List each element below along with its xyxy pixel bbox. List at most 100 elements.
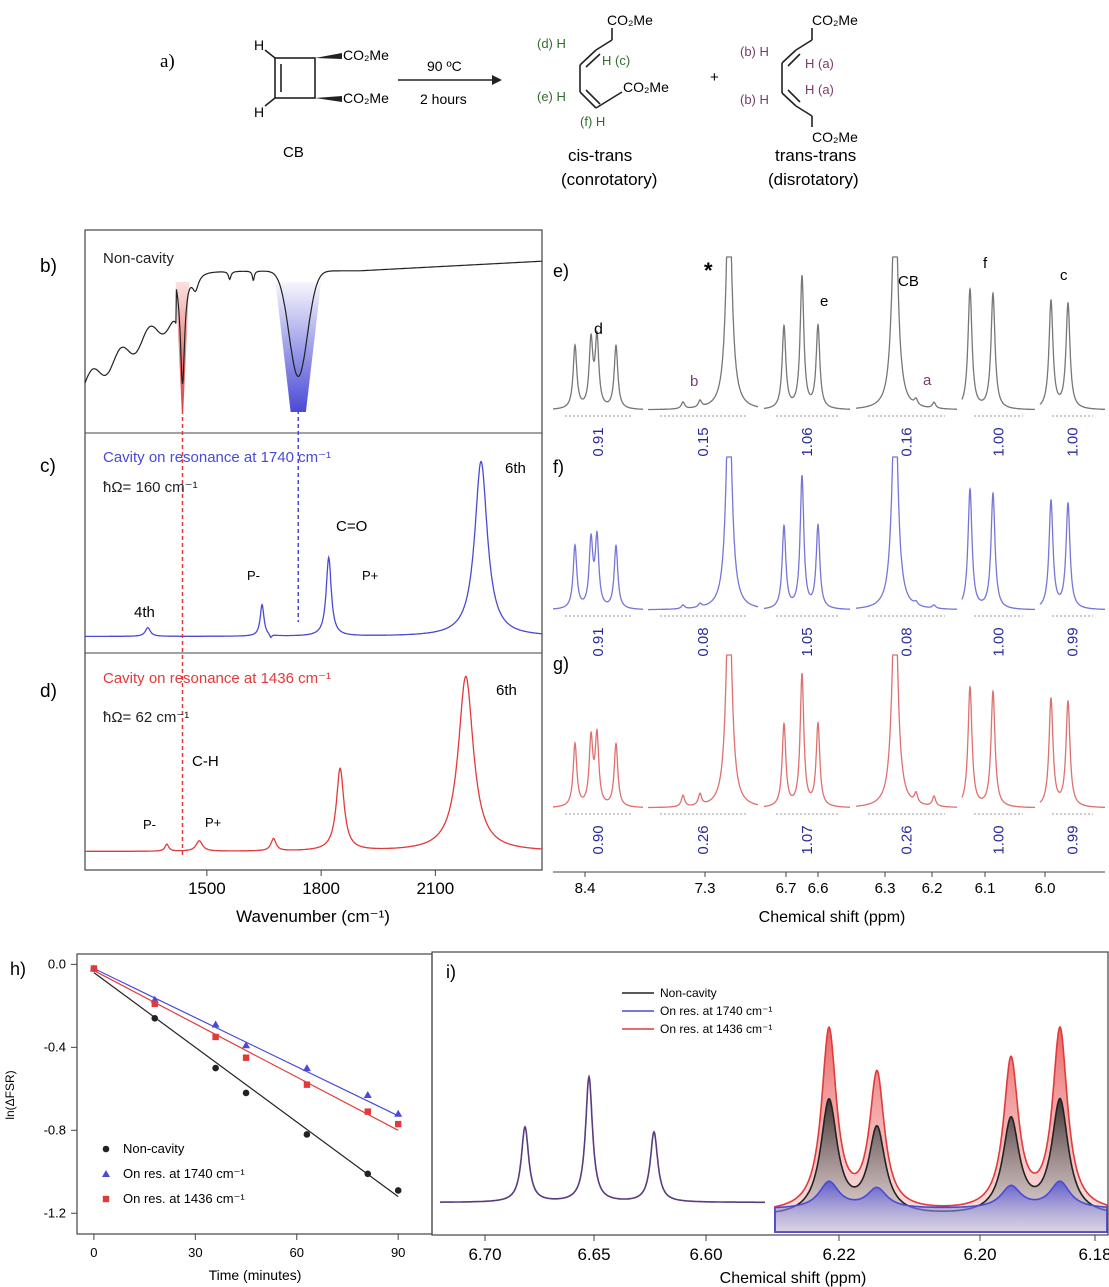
cb-ester-bottom: CO₂Me (343, 90, 389, 106)
zoom-xtick-label: 6.60 (689, 1245, 722, 1264)
nmr-panel-label-g: g) (553, 654, 569, 674)
kinetics-point-blue (242, 1041, 251, 1049)
nmr-spectrum-segment (856, 456, 958, 610)
ct-ester-right: CO₂Me (623, 79, 669, 95)
nmr-integral-value: 0.15 (695, 427, 712, 456)
ct-ester-top: CO₂Me (607, 12, 653, 28)
kinetics-point-red (394, 1120, 402, 1128)
zoom-legend-item-2: On res. at 1740 cm⁻¹ (660, 1004, 772, 1018)
kinetics-legend: Non-cavity On res. at 1740 cm⁻¹ On res. … (123, 1141, 245, 1206)
ir-annot-co: C=O (336, 518, 367, 535)
ir-curve-noncavity (84, 260, 542, 385)
kinetics-point-black (394, 1187, 402, 1194)
nmr-xlabel: Chemical shift (ppm) (759, 909, 906, 926)
nmr-spectrum-segment (961, 287, 1035, 411)
ct-h-f: (f) H (580, 114, 605, 129)
kinetics-chart: 0 30 60 90 0.0 -0.4 -0.8 -1.2 h) Time (minutes)… (3, 953, 433, 1283)
nmr-peak-c: c (1060, 267, 1068, 284)
nmr-spectrum-segment (764, 475, 850, 610)
nmr-spectrum-segment (648, 456, 759, 611)
ct-h-e: (e) H (537, 89, 566, 104)
kinetics-xtick-label: 90 (391, 1245, 405, 1260)
scheme-panel-label: a) (160, 51, 175, 72)
kinetics-ytick-label: 0.0 (48, 956, 66, 971)
zoom-curve-left (440, 1074, 765, 1204)
nmr-spectrum-segment (856, 256, 957, 410)
reaction-arrow-head (492, 75, 502, 85)
kinetics-ytick-label: -0.8 (44, 1122, 66, 1137)
wedge-bond-top (315, 53, 342, 59)
kinetics-point-blue (394, 1109, 403, 1117)
cb-ester-top: CO₂Me (343, 47, 389, 63)
ir-xtick-label: 2100 (416, 879, 454, 898)
kinetics-legend-item-3: On res. at 1436 cm⁻¹ (123, 1191, 245, 1206)
cb-molecule (264, 49, 316, 107)
nmr-spectrum-segment (1039, 498, 1105, 610)
nmr-integral-value: 0.91 (590, 627, 607, 656)
nmr-spectrum-segment (1039, 696, 1105, 808)
kinetics-point-blue (302, 1064, 311, 1072)
nmr-spectrum-segment (648, 654, 759, 809)
kinetics-ytick-label: -0.4 (44, 1039, 66, 1054)
zoom-xtick-label: 6.65 (577, 1245, 610, 1264)
ct-h-c: H (c) (602, 53, 630, 68)
nmr-integral-value: 0.99 (1065, 825, 1082, 854)
plus-sign: + (710, 69, 719, 86)
kinetics-point-red (242, 1054, 250, 1061)
nmr-integral-value: 1.05 (799, 627, 816, 656)
nmr-integral-value: 0.26 (695, 825, 712, 854)
zoom-xtick-label: 6.20 (963, 1245, 996, 1264)
reaction-scheme: a) H H CO₂Me CO₂Me CB 90 ºC 2 hours (160, 12, 859, 189)
zoom-legend: Non-cavity On res. at 1740 cm⁻¹ On res. … (622, 986, 772, 1036)
nmr-xtick-label: 6.1 (975, 880, 996, 897)
ir-panel-label-c: c) (40, 456, 56, 477)
nmr-integral-value: 0.90 (590, 825, 607, 854)
tt-ester-bottom: CO₂Me (812, 129, 858, 145)
kinetics-ytick-label: -1.2 (44, 1205, 66, 1220)
nmr-integral-value: 0.08 (899, 627, 916, 656)
zoom-legend-item-3: On res. at 1436 cm⁻¹ (660, 1022, 772, 1036)
ir-annot-4th: 4th (134, 604, 155, 621)
nmr-peak-b: b (690, 373, 698, 390)
ir-annot-p-plus-c: P+ (362, 568, 378, 583)
conditions-time: 2 hours (420, 91, 467, 107)
kinetics-point-black (242, 1089, 250, 1097)
kinetics-legend-marker-blue (102, 1170, 110, 1177)
ir-title-d: Cavity on resonance at 1436 cm⁻¹ (103, 670, 331, 687)
zoom-chart: 6.70 6.65 6.60 6.22 6.20 6.18 i) Chemical shi… (431, 951, 1109, 1287)
kinetics-point-red (90, 965, 98, 972)
nmr-integral-value: 1.06 (799, 427, 816, 456)
nmr-xtick-label: 8.4 (575, 880, 596, 897)
ir-curve-cavity-1436 (85, 675, 543, 853)
nmr-chart: 0.91 0.15 1.06 0.16 1.00 1.00 0.91 0.08 1.05 0.08… (553, 255, 1105, 926)
ct-h-d: (d) H (537, 36, 566, 51)
nmr-xtick-label: 7.3 (695, 880, 716, 897)
tt-h-b-top: (b) H (740, 44, 769, 59)
nmr-peak-e: e (820, 293, 828, 310)
nmr-xtick-label: 6.0 (1035, 880, 1056, 897)
reactant-label: CB (283, 144, 304, 161)
kinetics-point-blue (211, 1020, 220, 1028)
zoom-xlabel: Chemical shift (ppm) (720, 1270, 867, 1287)
ir-chart: 1500 1800 2100 b) c) d) Non-cavity Cavity … (40, 229, 543, 926)
nmr-panel-label-e: e) (553, 261, 569, 281)
nmr-spectrum-segment (961, 487, 1035, 611)
tt-h-b-bottom: (b) H (740, 92, 769, 107)
kinetics-panel-label: h) (10, 959, 26, 979)
tt-ester-top: CO₂Me (812, 12, 858, 28)
kinetics-legend-marker-red (102, 1195, 110, 1203)
kinetics-point-black (364, 1170, 372, 1178)
ir-xtick-label: 1500 (188, 879, 226, 898)
zoom-xtick-label: 6.22 (822, 1245, 855, 1264)
kinetics-point-red (212, 1033, 219, 1041)
nmr-spectrum-segment (764, 275, 850, 410)
kinetics-point-red (364, 1108, 371, 1115)
nmr-peak-a: a (923, 372, 932, 389)
ir-subtitle-c: ħΩ= 160 cm⁻¹ (103, 479, 198, 496)
tt-rotation: (disrotatory) (768, 170, 859, 189)
trans-trans-molecule (781, 28, 813, 127)
kinetics-legend-item-1: Non-cavity (123, 1141, 185, 1156)
kinetics-fit-line-red (93, 970, 399, 1131)
ir-annot-p-minus-c: P- (247, 568, 260, 583)
